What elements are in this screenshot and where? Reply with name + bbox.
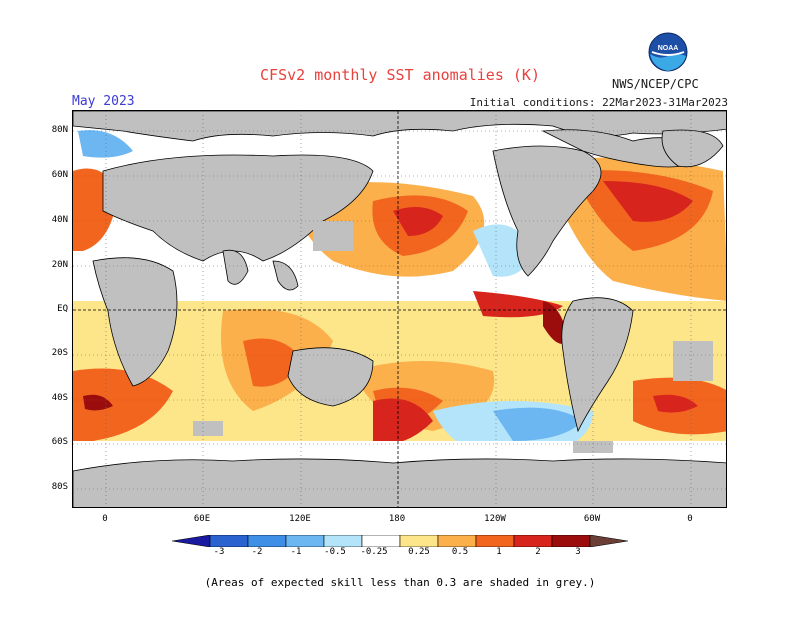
colorbar-label-pos1: 1: [496, 547, 502, 557]
colorbar-label-pos025: 0.25: [408, 547, 430, 557]
reference-lines: [73, 111, 726, 507]
colorbar-label-neg025: -0.25: [360, 547, 388, 557]
land-masses: [73, 111, 726, 507]
lon-label-60e: 60E: [193, 514, 211, 524]
colorbar-segment: [172, 535, 211, 547]
lat-label-60n: 60N: [51, 170, 68, 180]
colorbar-label-pos2: 2: [535, 547, 541, 557]
lon-label-180: 180: [388, 514, 406, 524]
colorbar-label-neg3: -3: [213, 547, 225, 557]
colorbar-segment: [551, 535, 591, 547]
agency-label: NWS/NCEP/CPC: [612, 77, 699, 91]
initial-conditions: Initial conditions: 22Mar2023-31Mar2023: [469, 96, 728, 109]
cool-anomaly-regions: [78, 130, 726, 461]
lat-label-80s: 80S: [51, 482, 68, 492]
lon-label-60w: 60W: [583, 514, 601, 524]
colorbar-segment: [437, 535, 477, 547]
lat-label-20n: 20N: [51, 260, 68, 270]
colorbar-label-neg05: -0.5: [324, 547, 346, 557]
lat-label-eq: EQ: [57, 304, 68, 314]
lon-label-0-east: 0: [687, 514, 693, 524]
colorbar-segment: [513, 535, 553, 547]
colorbar-segment: [589, 535, 628, 547]
colorbar-segment: [285, 535, 325, 547]
lat-label-40n: 40N: [51, 215, 68, 225]
colorbar-label-pos05: 0.5: [451, 547, 469, 557]
colorbar-segment: [323, 535, 363, 547]
lat-label-60s: 60S: [51, 437, 68, 447]
map-title: CFSv2 monthly SST anomalies (K): [260, 66, 540, 84]
sst-anomaly-map: [72, 110, 727, 508]
colorbar-segment: [209, 535, 249, 547]
low-skill-mask: [193, 221, 713, 453]
colorbar-segment: [361, 535, 401, 547]
logo-text: NOAA: [658, 45, 679, 52]
colorbar-label-neg2: -2: [251, 547, 263, 557]
lon-label-120w: 120W: [484, 514, 506, 524]
noaa-logo-icon: NOAA: [648, 32, 688, 72]
colorbar-segment: [475, 535, 515, 547]
lat-label-20s: 20S: [51, 348, 68, 358]
map-svg: [73, 111, 726, 507]
colorbar-label-neg1: -1: [290, 547, 302, 557]
colorbar-segment: [247, 535, 287, 547]
lat-label-80n: 80N: [51, 125, 68, 135]
lon-label-120e: 120E: [289, 514, 311, 524]
lat-label-40s: 40S: [51, 393, 68, 403]
forecast-month: May 2023: [72, 94, 135, 109]
colorbar-label-pos3: 3: [575, 547, 581, 557]
colorbar-segment: [399, 535, 439, 547]
lon-label-0: 0: [102, 514, 108, 524]
colorbar: [172, 535, 628, 547]
skill-footnote: (Areas of expected skill less than 0.3 a…: [204, 576, 596, 589]
